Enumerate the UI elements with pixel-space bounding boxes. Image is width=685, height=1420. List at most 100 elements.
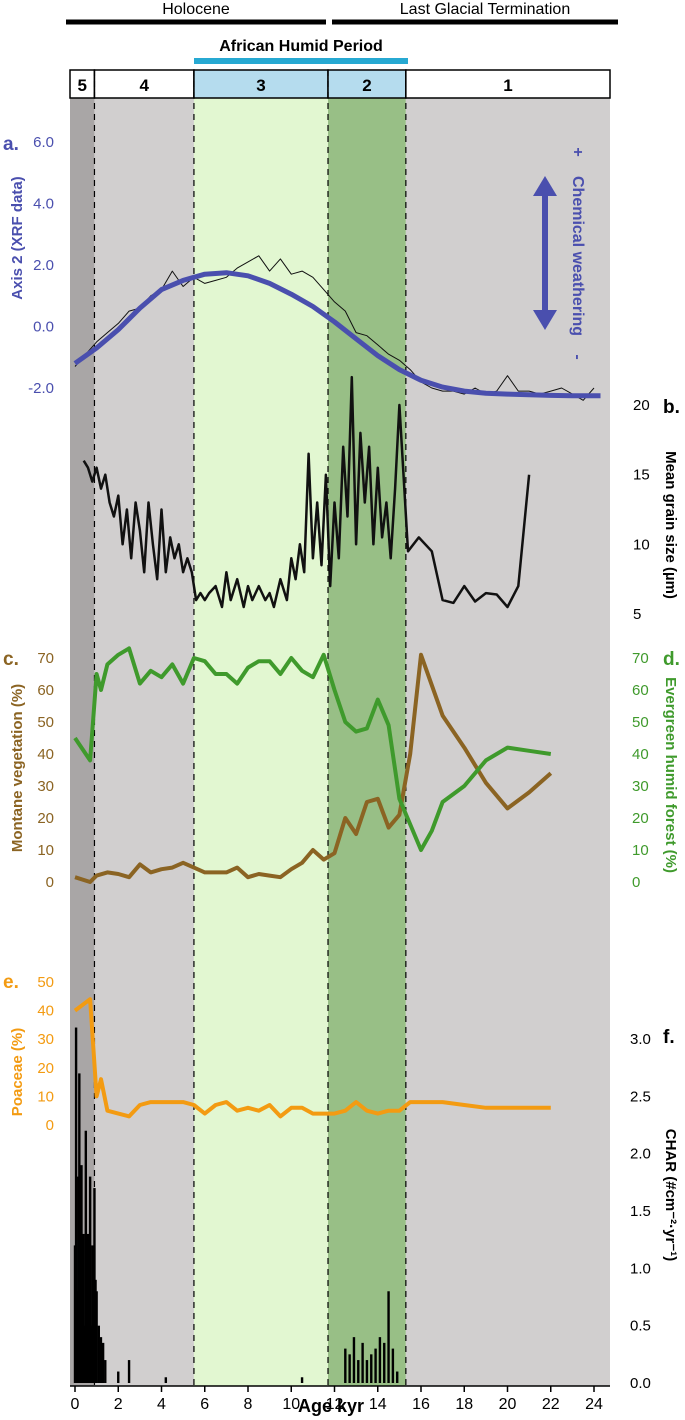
x-tick-label: 22 [542, 1396, 560, 1413]
char-bar [86, 1233, 90, 1383]
axis-c-tick-label: 0 [46, 874, 54, 891]
zone-1 [405, 98, 610, 1386]
axis-c-tick-label: 50 [37, 714, 54, 731]
axis-e-tick-label: 20 [37, 1060, 54, 1077]
axis-b-tick-label: 15 [633, 467, 650, 484]
axis-d-tick-label: 70 [632, 650, 649, 667]
chem-label: Chemical weathering [569, 176, 586, 336]
axis-c-tick-label: 70 [37, 650, 54, 667]
x-tick-label: 18 [455, 1396, 473, 1413]
axis-e-tick-label: 50 [37, 974, 54, 991]
axis-f-tick-label: 0.5 [630, 1318, 651, 1335]
axis-d-tick-label: 50 [632, 714, 649, 731]
axis-d-tick-label: 30 [632, 778, 649, 795]
char-bar [352, 1337, 356, 1383]
poaceae-series [73, 997, 551, 1119]
holocene-label: Holocene [162, 1, 230, 18]
evergreen-series [73, 646, 552, 852]
axis-c-tick-label: 20 [37, 810, 54, 827]
char-bar [104, 1360, 107, 1383]
axis-c-tick-label: 30 [37, 778, 54, 795]
char-bar [348, 1354, 351, 1383]
zone-number-5: 5 [77, 76, 86, 95]
zone-number-2: 2 [362, 76, 371, 95]
char-bar [117, 1371, 120, 1383]
panel-label-a: a. [3, 134, 19, 155]
char-bar [78, 1073, 81, 1383]
axis-e-label: Poaceae (%) [9, 1028, 26, 1116]
char-bar [101, 1342, 105, 1383]
char-bar [82, 1233, 85, 1383]
panel-label-b: b. [663, 397, 680, 418]
panel-label-e: e. [3, 972, 19, 993]
char-bar [396, 1371, 399, 1383]
x-axis-label: Age kyr [298, 1396, 364, 1416]
x-tick-label: 20 [499, 1396, 517, 1413]
char-bar [164, 1377, 168, 1383]
axis-b-tick-label: 10 [633, 536, 650, 553]
axis-a-label: Axis 2 (XRF data) [9, 176, 26, 299]
axis-f-tick-label: 1.5 [630, 1203, 651, 1220]
char-bar [84, 1130, 88, 1383]
zone-2 [328, 98, 406, 1386]
char-bar [300, 1377, 304, 1383]
x-tick-label: 0 [71, 1396, 80, 1413]
zone-number-4: 4 [139, 76, 149, 95]
axis-a-tick-label: 6.0 [33, 134, 54, 151]
axis-e-tick-label: 40 [37, 1003, 54, 1020]
axis-d-tick-label: 0 [632, 874, 640, 891]
zone-header: 5 4 3 2 1 [69, 69, 611, 99]
x-tick-label: 24 [585, 1396, 603, 1413]
panel-label-f: f. [663, 1027, 675, 1048]
axis-c-label: Montane vegetation (%) [9, 684, 26, 852]
axis-c-tick-label: 60 [37, 682, 54, 699]
lgt-label: Last Glacial Termination [400, 1, 570, 18]
zone-number-1: 1 [503, 76, 512, 95]
char-bar [374, 1348, 377, 1383]
panel-label-d: d. [663, 649, 680, 670]
char-bar [357, 1360, 360, 1383]
zone-3 [193, 98, 329, 1386]
zone-header-box-2 [327, 69, 407, 99]
char-bar [88, 1176, 92, 1383]
zone-header-box-5 [69, 69, 96, 99]
char-bar [361, 1342, 364, 1383]
x-tick-label: 12 [326, 1396, 344, 1413]
zone-shading [70, 98, 610, 1386]
axis-f-tick-label: 1.0 [630, 1260, 651, 1277]
panel-label-c: c. [3, 649, 19, 670]
chemical-weathering-annotation: + Chemical weathering - [533, 147, 586, 360]
axis-a-tick-label: 0.0 [33, 319, 54, 336]
ahp-label: African Humid Period [219, 38, 383, 55]
char-bar [378, 1337, 382, 1383]
axis2-smoothed-series [73, 270, 601, 399]
axis-e-tick-label: 10 [37, 1088, 54, 1105]
axis-f-label: CHAR (#cm⁻²·yr⁻¹) [662, 1129, 679, 1262]
x-tick-label: 4 [157, 1396, 166, 1413]
char-bar [74, 1027, 78, 1383]
x-tick-label: 16 [412, 1396, 430, 1413]
axis-b-tick-label: 5 [633, 606, 641, 623]
axes: 0 2 4 6 8 10 12 14 16 18 20 22 246.04.02.00.0-2.0201… [28, 134, 651, 1413]
chem-plus: + [569, 147, 586, 156]
axis-f-tick-label: 2.5 [630, 1088, 651, 1105]
axis-d-tick-label: 10 [632, 842, 649, 859]
data-panels [73, 255, 601, 1383]
char-bar [97, 1325, 100, 1383]
zone-number-3: 3 [256, 76, 265, 95]
x-tick-label: 2 [114, 1396, 123, 1413]
axis-f-tick-label: 0.0 [630, 1375, 651, 1392]
char-bar [99, 1337, 103, 1383]
x-tick-label: 14 [369, 1396, 387, 1413]
char-bar [127, 1360, 131, 1383]
x-tick-label: 8 [244, 1396, 253, 1413]
axis-b-tick-label: 20 [633, 397, 650, 414]
char-bar [391, 1348, 395, 1383]
grain-size-series [82, 375, 531, 609]
axis-d-tick-label: 20 [632, 810, 649, 827]
axis-d-tick-label: 40 [632, 746, 649, 763]
montane-series [74, 652, 553, 884]
axis-d-tick-label: 60 [632, 682, 649, 699]
axis-a-tick-label: 2.0 [33, 257, 54, 274]
